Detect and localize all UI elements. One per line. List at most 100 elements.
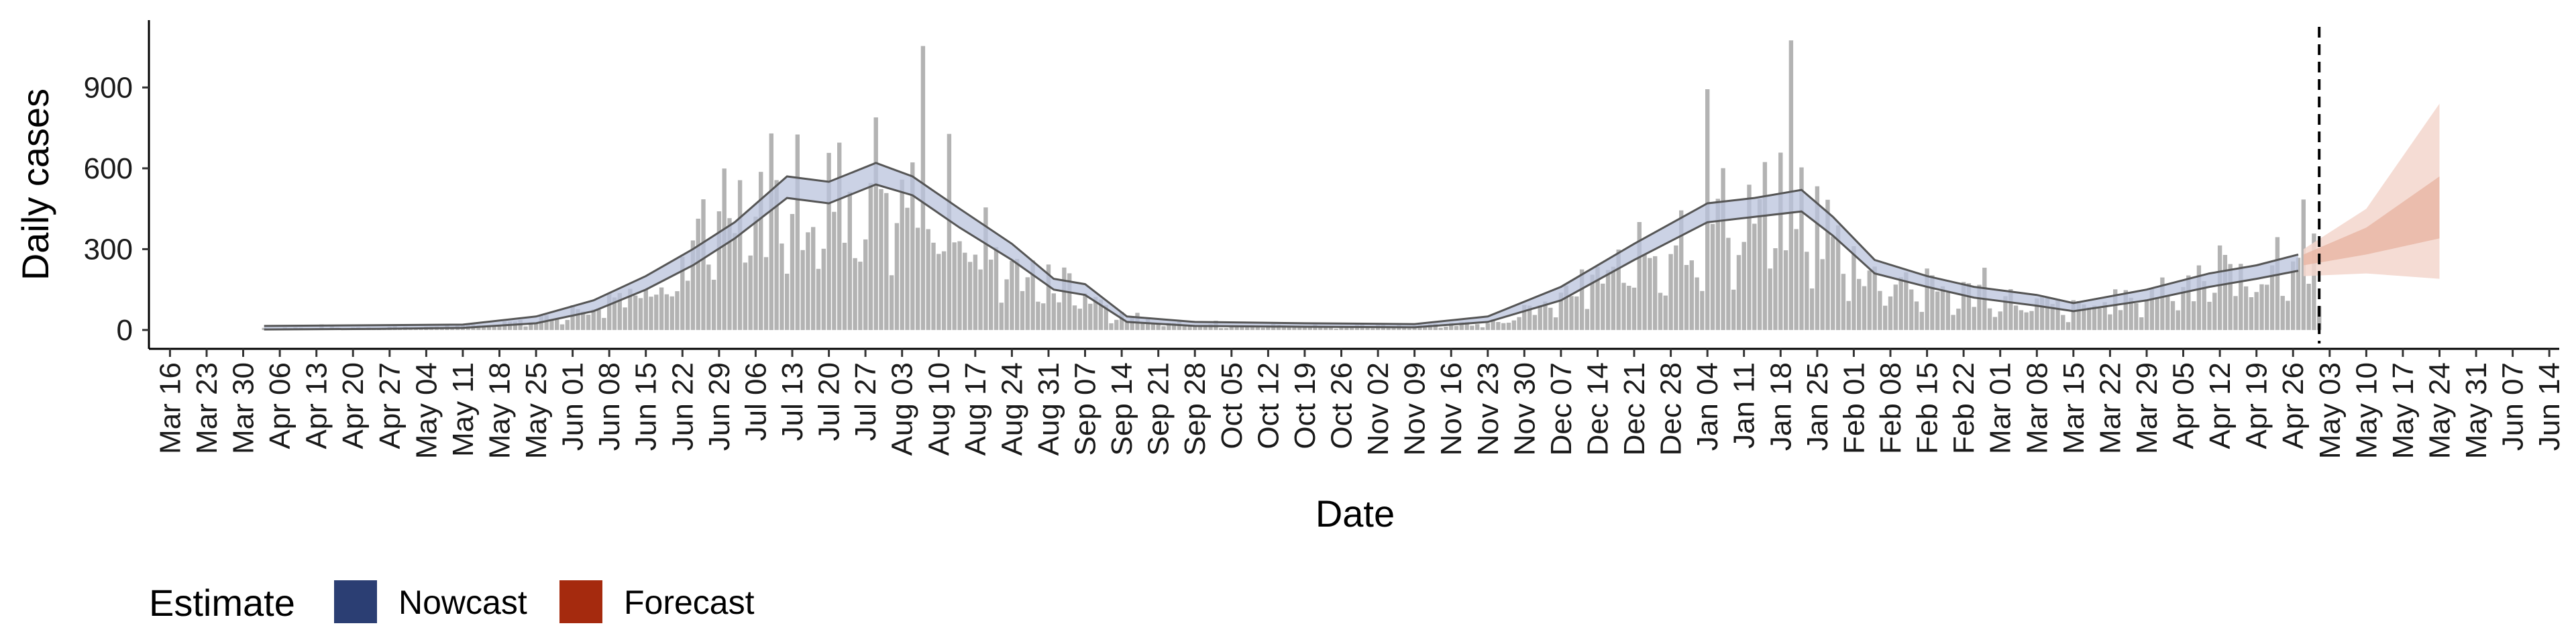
- x-tick-label: Mar 01: [1984, 362, 2017, 454]
- case-bar: [1187, 326, 1192, 330]
- case-bar: [1083, 293, 1087, 330]
- case-bar: [1846, 301, 1851, 330]
- legend-swatch-forecast: [559, 580, 602, 623]
- case-bar: [931, 242, 936, 330]
- case-bar: [2291, 261, 2296, 330]
- case-bar: [669, 296, 674, 330]
- case-bar: [1909, 289, 1914, 330]
- case-bar: [1140, 322, 1145, 330]
- case-bar: [2181, 286, 2186, 330]
- case-bar: [2306, 284, 2311, 330]
- case-bar: [2144, 299, 2149, 330]
- nowcast-lower-line: [264, 183, 2299, 331]
- case-bar: [2029, 311, 2034, 330]
- case-bar: [1621, 282, 1626, 330]
- case-bar: [1809, 288, 1815, 330]
- case-bar: [2039, 295, 2045, 330]
- case-bar: [450, 328, 455, 330]
- case-bar: [2265, 284, 2269, 330]
- case-bar: [1966, 283, 1972, 330]
- case-bar: [1292, 327, 1297, 330]
- x-tick-label: Nov 09: [1399, 362, 1432, 455]
- case-bar: [1197, 326, 1203, 330]
- case-bar: [989, 260, 994, 330]
- case-bar: [1130, 317, 1134, 330]
- case-bar: [1454, 326, 1459, 330]
- x-tick-label: May 04: [410, 362, 443, 459]
- x-tick-label: Nov 16: [1435, 362, 1468, 455]
- case-bar: [1741, 241, 1746, 330]
- case-bar: [2108, 314, 2112, 330]
- x-tick-label: Jul 06: [739, 362, 772, 441]
- case-bar: [591, 309, 596, 330]
- case-bar: [2233, 296, 2238, 330]
- case-bar: [832, 211, 837, 330]
- x-tick-label: Oct 26: [1326, 362, 1358, 449]
- x-tick-label: Oct 05: [1216, 362, 1248, 449]
- case-bar: [858, 262, 863, 330]
- case-bar: [1945, 292, 1950, 330]
- y-tick-label: 600: [84, 152, 133, 185]
- case-bar: [837, 142, 842, 330]
- case-bar: [481, 325, 486, 330]
- case-bar: [716, 211, 722, 330]
- case-bar: [884, 193, 889, 330]
- case-bar: [633, 295, 638, 330]
- case-bar: [1925, 268, 1929, 330]
- case-bar: [1036, 301, 1040, 330]
- case-bar: [957, 241, 962, 330]
- case-bar: [1229, 326, 1234, 330]
- case-bar: [1532, 315, 1538, 330]
- case-bar: [1569, 296, 1574, 330]
- case-bar: [2123, 290, 2128, 330]
- x-tick-label: Jan 18: [1764, 362, 1797, 451]
- case-bar: [628, 288, 633, 330]
- case-bar: [973, 254, 978, 330]
- x-tick-label: May 18: [484, 362, 517, 459]
- case-bar: [1684, 265, 1689, 330]
- case-bar: [1444, 327, 1448, 330]
- x-tick-label: Apr 26: [2277, 362, 2310, 449]
- x-tick-label: Jul 13: [776, 362, 809, 441]
- case-bar: [2170, 301, 2176, 330]
- case-bar: [1679, 210, 1684, 330]
- case-bar: [1041, 303, 1046, 330]
- case-bar: [2275, 237, 2280, 330]
- case-bar: [811, 227, 816, 330]
- x-tick-label: Mar 15: [2057, 362, 2090, 454]
- case-bar: [612, 297, 617, 330]
- y-tick-label: 0: [117, 314, 133, 347]
- x-tick-label: Jun 15: [630, 362, 663, 451]
- case-bar: [2113, 289, 2118, 330]
- x-tick-label: Mar 30: [227, 362, 260, 454]
- case-bar: [952, 242, 957, 330]
- case-bar: [1538, 305, 1542, 330]
- case-bar: [1119, 312, 1124, 330]
- x-tick-label: May 25: [520, 362, 553, 459]
- case-bar: [1553, 317, 1558, 330]
- case-bar: [638, 298, 643, 330]
- x-tick-label: Apr 20: [337, 362, 370, 449]
- case-bar: [2061, 315, 2065, 330]
- case-bar: [2280, 296, 2285, 330]
- case-bar: [1245, 325, 1250, 330]
- case-bar: [967, 262, 973, 330]
- case-bar: [863, 239, 868, 330]
- case-bar: [769, 133, 773, 330]
- case-bar: [936, 254, 941, 330]
- case-bar: [607, 292, 612, 330]
- case-bar: [2228, 264, 2233, 330]
- case-bar: [1307, 327, 1312, 330]
- case-bar: [1956, 309, 1961, 330]
- case-bar: [2050, 304, 2055, 330]
- x-tick-label: Sep 07: [1069, 362, 1102, 455]
- case-bar: [1904, 272, 1909, 330]
- case-bar: [727, 218, 732, 330]
- case-bar: [1815, 186, 1820, 330]
- case-bar: [497, 325, 502, 330]
- case-bar: [1522, 305, 1527, 330]
- case-bar: [2087, 307, 2092, 330]
- case-bar: [889, 275, 894, 330]
- estimate-bands: [264, 103, 2440, 331]
